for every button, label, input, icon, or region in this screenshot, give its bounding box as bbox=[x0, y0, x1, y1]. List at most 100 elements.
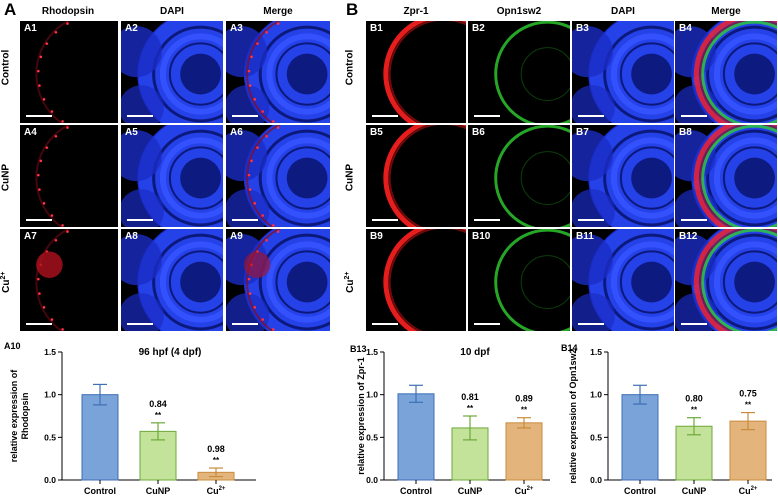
micrograph-panel-b10: B10 bbox=[468, 229, 570, 331]
scale-bar bbox=[681, 115, 707, 117]
chart-a10: 96 hpf (4 dpf) relative expression ofRhod… bbox=[9, 347, 256, 496]
panel-label: B4 bbox=[679, 23, 692, 34]
annotation-value-2: 0.75 bbox=[739, 389, 757, 399]
y-tick-label: 0.0 bbox=[366, 475, 378, 485]
micrograph-panel-b12: B12 bbox=[675, 229, 777, 331]
y-tick-label: 0.0 bbox=[44, 475, 56, 485]
significance-1: ** bbox=[467, 404, 474, 413]
x-tick-label-2: Cu2+ bbox=[207, 486, 226, 496]
b-col-opn1sw2: Opn1sw2 bbox=[496, 6, 542, 17]
chart-b14-label: B14 bbox=[561, 343, 578, 353]
micrograph-panel-b1: B1 bbox=[366, 21, 466, 123]
bar-0 bbox=[81, 394, 119, 481]
chart-b13-label: B13 bbox=[350, 344, 367, 354]
micrograph-panel-a1: A1 bbox=[20, 21, 118, 123]
panel-label: B7 bbox=[576, 127, 589, 138]
chart-title: 10 dpf bbox=[460, 347, 490, 358]
panel-label: A4 bbox=[24, 127, 37, 138]
b-row-cunp: CuNP bbox=[344, 163, 356, 192]
micrograph-panel-a7: A7 bbox=[20, 229, 118, 331]
annotation-value-1: 0.84 bbox=[149, 399, 167, 409]
scale-bar bbox=[578, 115, 604, 117]
panel-label: A3 bbox=[230, 23, 243, 34]
scale-bar bbox=[232, 219, 258, 221]
a-col-dapi: DAPI bbox=[160, 6, 184, 17]
b-col-dapi: DAPI bbox=[611, 6, 635, 17]
b-row-cu: Cu2+ bbox=[343, 271, 357, 293]
micrograph-panel-b6: B6 bbox=[468, 125, 570, 227]
panel-label: B11 bbox=[576, 231, 594, 242]
y-tick-label: 1.5 bbox=[366, 347, 378, 357]
chart-a10-label: A10 bbox=[4, 341, 21, 351]
chart-b14: relative expression of Opn1sw2 0.0 0.5 1.0 1… bbox=[568, 347, 772, 496]
y-tick-label: 1.5 bbox=[44, 347, 56, 357]
y-tick-label: 0.5 bbox=[366, 432, 378, 442]
x-tick-label-0: Control bbox=[400, 486, 432, 496]
panel-label: A1 bbox=[24, 23, 37, 34]
x-tick-label-2: Cu2+ bbox=[739, 486, 758, 496]
a-row-cu: Cu2+ bbox=[0, 271, 13, 293]
annotation-value-1: 0.81 bbox=[461, 392, 479, 402]
x-tick-label-1: CuNP bbox=[458, 486, 483, 496]
panel-label: B10 bbox=[472, 231, 491, 242]
micrograph-panel-a9: A9 bbox=[226, 229, 330, 331]
a-row-control: Control bbox=[0, 49, 12, 86]
a-col-merge: Merge bbox=[263, 6, 293, 17]
annotation-value-2: 0.98 bbox=[207, 444, 225, 454]
panel-label: A5 bbox=[125, 127, 138, 138]
panel-label: B2 bbox=[472, 23, 485, 34]
panel-label: B5 bbox=[370, 127, 383, 138]
panel-label: A6 bbox=[230, 127, 243, 138]
micrograph-panel-b5: B5 bbox=[366, 125, 466, 227]
y-tick-label: 0.5 bbox=[44, 432, 56, 442]
significance-2: ** bbox=[745, 401, 752, 410]
b-col-zpr1: Zpr-1 bbox=[403, 6, 429, 17]
micrograph-panel-a2: A2 bbox=[121, 21, 223, 123]
scale-bar bbox=[127, 323, 153, 325]
micrograph-panel-b8: B8 bbox=[675, 125, 777, 227]
annotation-value-2: 0.89 bbox=[515, 394, 533, 404]
b-row-control: Control bbox=[344, 49, 356, 86]
a-row-cunp: CuNP bbox=[0, 163, 12, 192]
panel-label: A9 bbox=[230, 231, 243, 242]
panel-label: B12 bbox=[679, 231, 698, 242]
y-axis-label: relative expression ofRhodopsin bbox=[9, 369, 30, 463]
scale-bar bbox=[578, 323, 604, 325]
y-tick-label: 1.0 bbox=[44, 390, 56, 400]
significance-1: ** bbox=[691, 406, 698, 415]
scale-bar bbox=[372, 323, 398, 325]
scale-bar bbox=[372, 219, 398, 221]
y-axis-label: relative expression of Zpr-1 bbox=[356, 357, 366, 475]
a-col-rhodopsin: Rhodopsin bbox=[41, 6, 95, 17]
micrograph-panel-b4: B4 bbox=[675, 21, 777, 123]
x-tick-label-1: CuNP bbox=[682, 486, 707, 496]
micrograph-panel-b3: B3 bbox=[572, 21, 674, 123]
scale-bar bbox=[681, 219, 707, 221]
scale-bar bbox=[474, 115, 500, 117]
panel-label: B8 bbox=[679, 127, 692, 138]
scale-bar bbox=[578, 219, 604, 221]
panel-label: B9 bbox=[370, 231, 383, 242]
micrograph-panel-a8: A8 bbox=[121, 229, 223, 331]
y-tick-label: 0.5 bbox=[590, 432, 602, 442]
micrograph-panel-a4: A4 bbox=[20, 125, 118, 227]
panel-label: B6 bbox=[472, 127, 485, 138]
y-axis-label: relative expression of Opn1sw2 bbox=[568, 348, 578, 483]
x-tick-label-0: Control bbox=[624, 486, 656, 496]
scale-bar bbox=[474, 323, 500, 325]
bar-0 bbox=[621, 394, 659, 481]
panel-label: A2 bbox=[125, 23, 138, 34]
chart-b13: 10 dpf relative expression of Zpr-10.0 0.5… bbox=[356, 347, 550, 496]
micrograph-panel-a3: A3 bbox=[226, 21, 330, 123]
bar-2 bbox=[505, 422, 543, 481]
panel-label: B1 bbox=[370, 23, 383, 34]
micrograph-panel-a6: A6 bbox=[226, 125, 330, 227]
micrograph-panel-a5: A5 bbox=[121, 125, 223, 227]
scale-bar bbox=[127, 115, 153, 117]
panel-label: B3 bbox=[576, 23, 589, 34]
x-tick-label-0: Control bbox=[84, 486, 116, 496]
micrograph-panel-b9: B9 bbox=[366, 229, 466, 331]
annotation-value-1: 0.80 bbox=[685, 394, 703, 404]
y-tick-label: 0.0 bbox=[590, 475, 602, 485]
significance-2: ** bbox=[521, 406, 528, 415]
